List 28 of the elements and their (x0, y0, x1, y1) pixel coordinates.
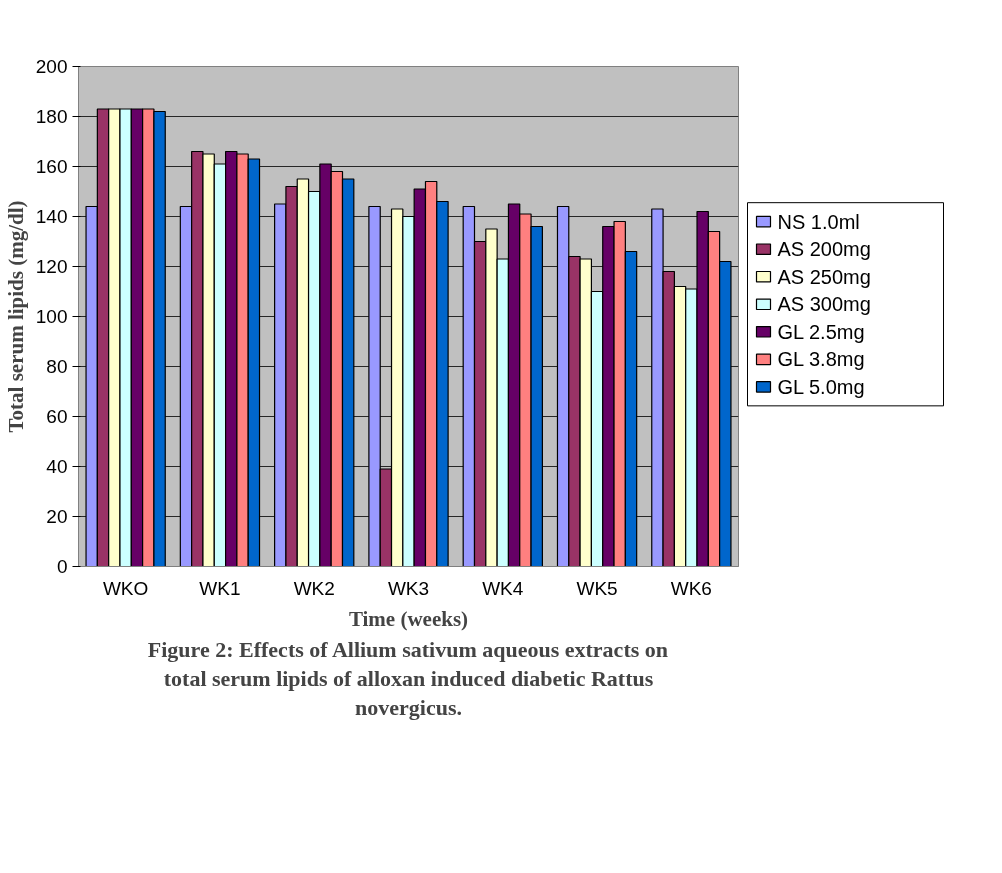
legend-label: AS 300mg (777, 293, 871, 316)
legend-label: NS 1.0ml (777, 210, 860, 233)
x-tick-label: WK3 (387, 577, 430, 599)
legend-label: AS 250mg (777, 265, 871, 288)
x-tick-label: WK4 (482, 577, 524, 599)
y-tick-label: 40 (46, 456, 68, 477)
y-tick-label: 100 (35, 306, 68, 327)
y-tick-label: 60 (46, 406, 68, 427)
x-tick-label: WK5 (576, 577, 618, 599)
x-axis-title: Time (weeks) (348, 606, 469, 631)
x-tick-label: WK2 (293, 577, 335, 599)
y-tick-label: 160 (35, 156, 68, 177)
y-tick-label: 180 (35, 106, 68, 127)
x-tick-label: WKO (102, 577, 149, 599)
x-tick-label: WK6 (670, 577, 712, 599)
y-tick-label: 120 (35, 256, 68, 277)
legend-label: GL 5.0mg (777, 375, 865, 398)
y-tick-label: 20 (46, 506, 68, 527)
caption: Figure 2: Effects of Allium sativum aqueous extracts on total serum lipids of alloxan induced diabetic Rattus novergicus. (147, 636, 669, 720)
legend-label: GL 3.8mg (777, 348, 865, 371)
x-tick-label: WK1 (199, 577, 241, 599)
y-axis-title: Total serum lipids (mg/dl) (3, 200, 28, 433)
legend-label: AS 200mg (777, 238, 871, 261)
legend-label: GL 2.5mg (777, 320, 865, 343)
y-tick-label: 80 (46, 356, 68, 377)
y-tick-label: 0 (56, 556, 68, 577)
y-tick-label: 140 (35, 206, 68, 227)
y-tick-label: 200 (35, 56, 68, 77)
